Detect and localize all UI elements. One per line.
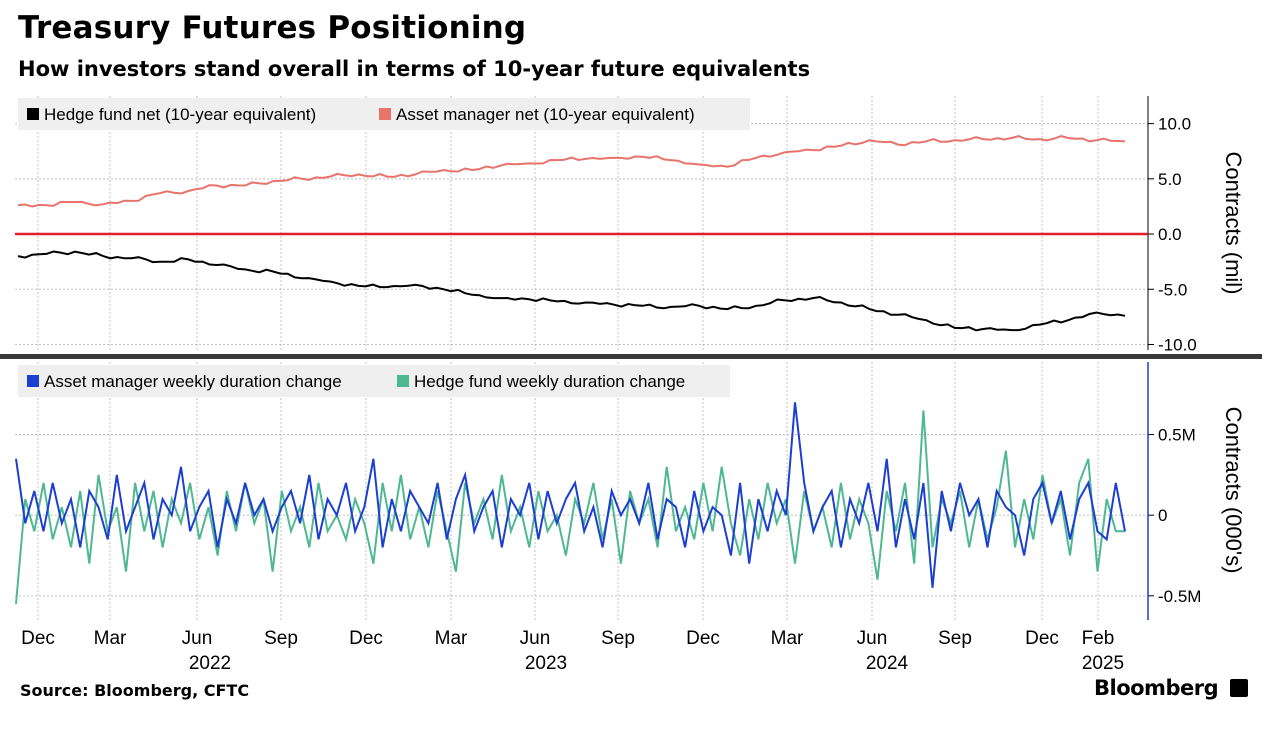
x-year-label: 2023: [525, 653, 567, 674]
y-tick-label: 0.0: [1158, 225, 1182, 244]
chart-title: Treasury Futures Positioning: [18, 10, 527, 46]
bloomberg-logo-icon: [1230, 679, 1248, 697]
x-tick-label: Mar: [435, 628, 468, 649]
source-note: Source: Bloomberg, CFTC: [20, 681, 250, 700]
x-tick-label: Dec: [1025, 628, 1059, 649]
x-tick-label: Sep: [938, 628, 972, 649]
y-tick-label: -0.5M: [1158, 587, 1201, 606]
y-axis-title: Contracts (000's): [1221, 407, 1246, 574]
y-tick-label: 5.0: [1158, 170, 1182, 189]
x-tick-label: Jun: [520, 628, 551, 649]
series-line-asset-manager-net: [17, 135, 1126, 208]
x-tick-label: Sep: [601, 628, 635, 649]
legend-label: Asset manager net (10-year equivalent): [396, 105, 695, 124]
x-year-label: 2022: [189, 653, 231, 674]
x-year-label: 2024: [866, 653, 909, 674]
legend-box: [18, 365, 730, 397]
x-tick-label: Dec: [21, 628, 55, 649]
panel-divider: [0, 354, 1262, 359]
chart-subtitle: How investors stand overall in terms of …: [18, 57, 811, 81]
x-tick-label: Mar: [94, 628, 127, 649]
legend-swatch-asset-manager-change: [27, 375, 39, 387]
x-tick-label: Dec: [686, 628, 720, 649]
x-tick-label: Sep: [264, 628, 298, 649]
y-tick-label: 0.5M: [1158, 426, 1196, 445]
series-line-asset-manager-change: [15, 402, 1126, 588]
brand-wordmark: Bloomberg: [1094, 676, 1219, 700]
series-line-hedge-fund-net: [17, 250, 1126, 332]
y-axis-title: Contracts (mil): [1221, 151, 1246, 294]
x-tick-label: Feb: [1082, 628, 1115, 649]
y-tick-label: 0: [1158, 506, 1167, 525]
legend-swatch-hedge-fund-change: [397, 375, 409, 387]
y-tick-label: -5.0: [1158, 280, 1187, 299]
legend-swatch-asset-manager-net: [379, 108, 391, 120]
x-tick-label: Mar: [771, 628, 804, 649]
y-tick-label: 10.0: [1158, 115, 1191, 134]
legend-label: Asset manager weekly duration change: [44, 372, 342, 391]
y-tick-label: -10.0: [1158, 335, 1197, 354]
plot-background-0: [15, 96, 1148, 350]
legend-label: Hedge fund weekly duration change: [414, 372, 685, 391]
x-year-label: 2025: [1082, 653, 1124, 674]
x-tick-label: Jun: [182, 628, 213, 649]
x-tick-label: Dec: [349, 628, 383, 649]
legend-swatch-hedge-fund-net: [27, 108, 39, 120]
legend-label: Hedge fund net (10-year equivalent): [44, 105, 316, 124]
x-tick-label: Jun: [857, 628, 888, 649]
